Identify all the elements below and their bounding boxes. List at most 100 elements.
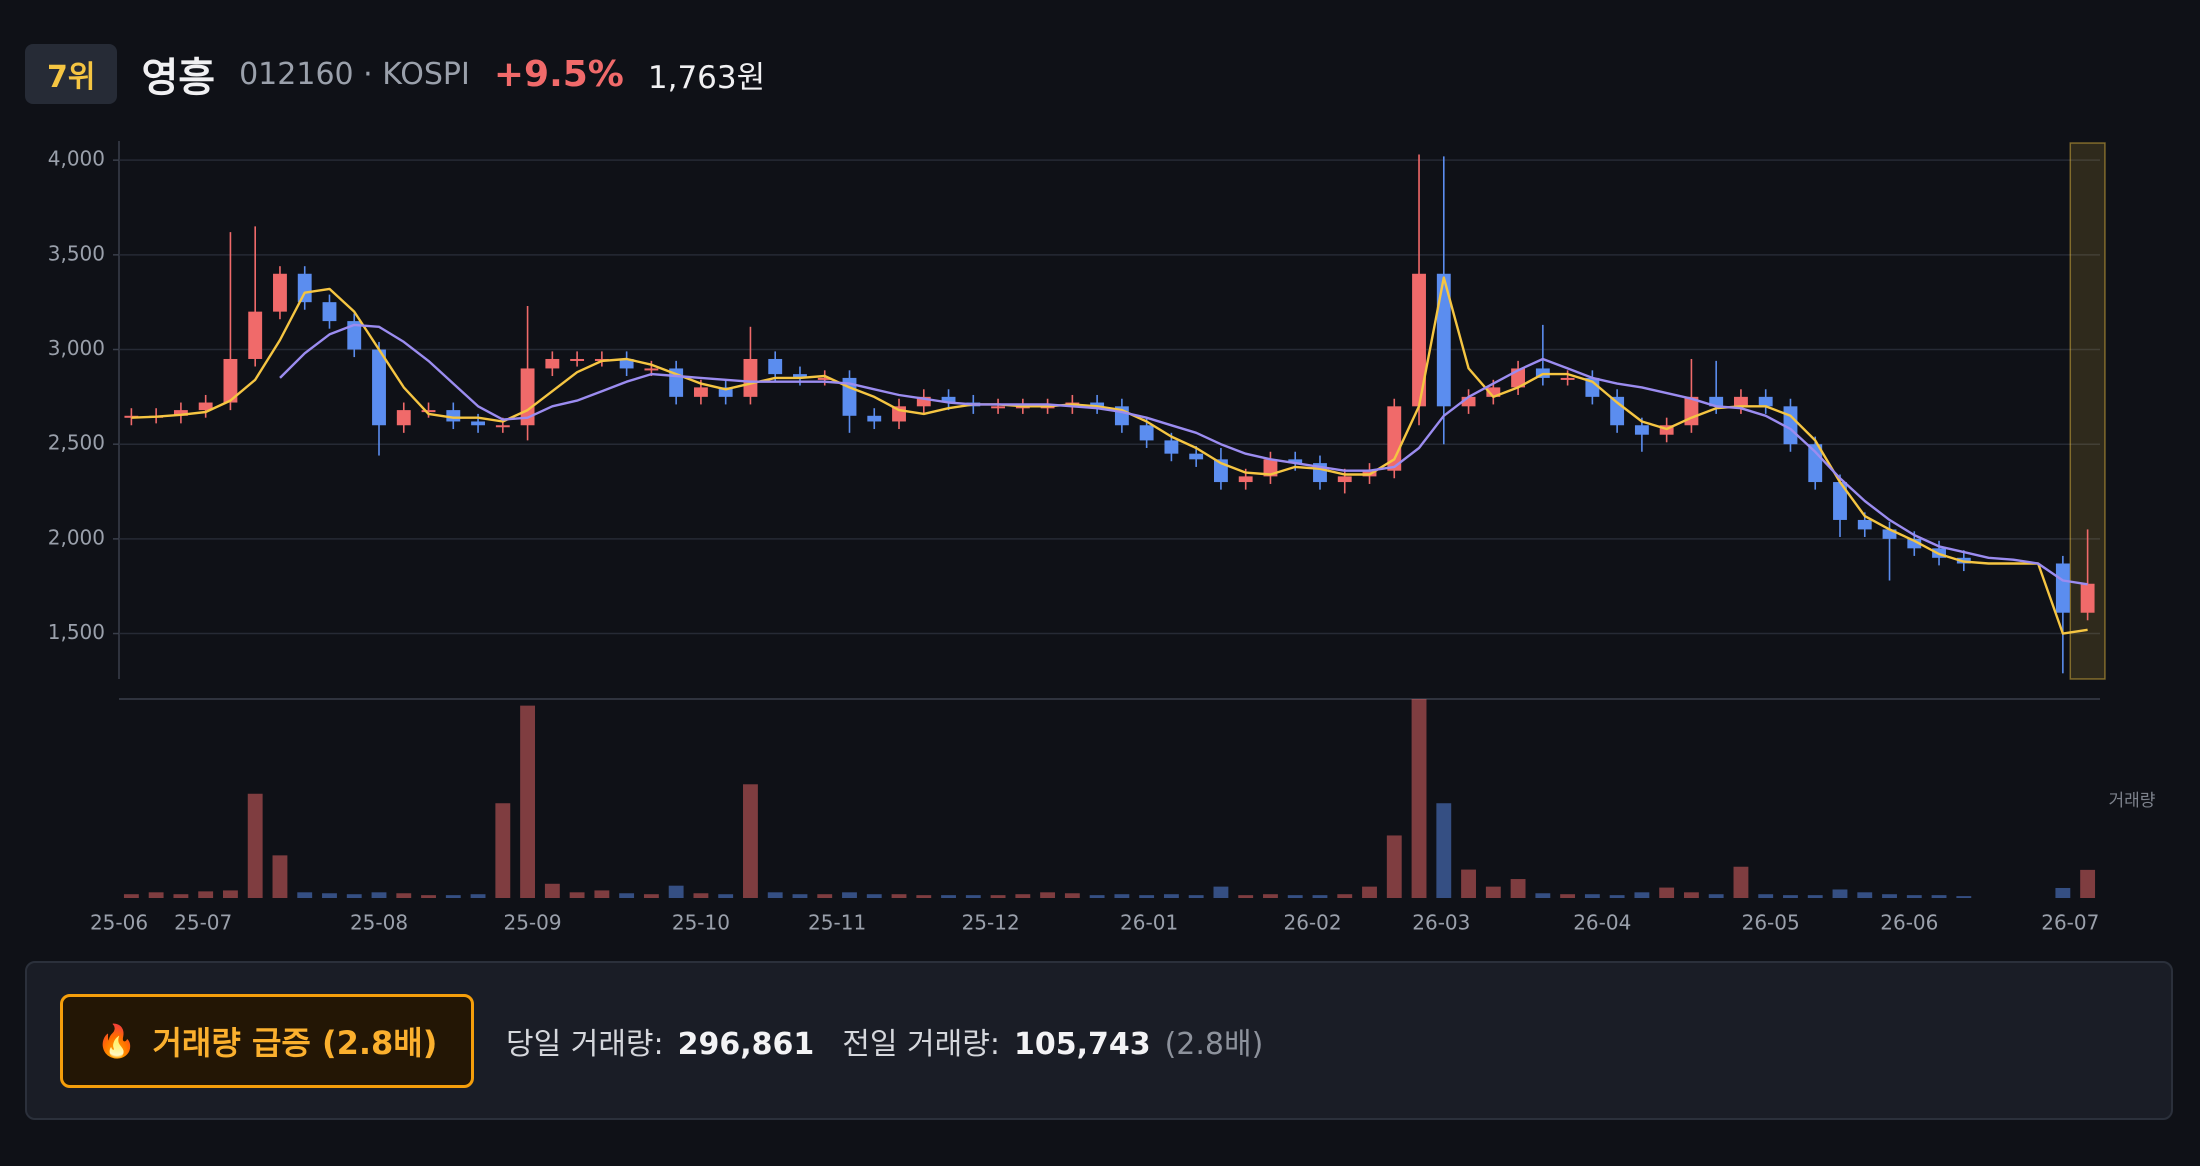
candle-body xyxy=(693,387,708,397)
volume-bar xyxy=(1436,803,1452,898)
x-tick-label: 25-11 xyxy=(808,911,866,935)
candle-body xyxy=(2080,583,2095,613)
volume-bar xyxy=(1461,869,1476,898)
volume-bar xyxy=(173,894,189,898)
volume-bar xyxy=(1485,886,1501,898)
candle-body xyxy=(1734,396,1748,407)
volume-bar xyxy=(1362,886,1377,898)
candle-body xyxy=(372,349,386,426)
candle-body xyxy=(446,410,461,422)
candle-body xyxy=(1857,519,1872,530)
x-tick-label: 26-04 xyxy=(1573,911,1631,935)
volume-bar xyxy=(1386,835,1402,898)
volume-bar xyxy=(1139,895,1155,898)
volume-bar xyxy=(495,803,511,898)
candle-body xyxy=(743,358,758,397)
volume-bar xyxy=(2055,887,2071,898)
volume-bar xyxy=(445,895,461,898)
x-tick-label: 26-05 xyxy=(1742,911,1800,935)
volume-bar xyxy=(272,855,288,898)
candle-body xyxy=(941,396,956,403)
x-tick-label: 26-01 xyxy=(1120,911,1178,935)
volume-bar xyxy=(1213,886,1229,898)
candle-body xyxy=(1337,476,1352,483)
x-tick-label: 26-06 xyxy=(1880,911,1938,935)
volume-bar xyxy=(1411,699,1427,898)
volume-bar xyxy=(223,890,238,898)
candle-body xyxy=(991,406,1006,409)
volume-bar xyxy=(1015,894,1031,898)
moving-average xyxy=(279,323,2088,586)
today-value: 296,861 xyxy=(677,1026,815,1062)
volume-bar xyxy=(1708,894,1724,898)
volume-bar xyxy=(1758,894,1774,898)
volume-bar xyxy=(297,892,313,898)
candle-body xyxy=(421,410,436,413)
candle-body xyxy=(793,374,807,378)
candle-body xyxy=(1436,273,1451,407)
volume-bar xyxy=(371,892,387,898)
change: +9.5% xyxy=(493,53,624,95)
x-tick-label: 26-02 xyxy=(1283,911,1341,935)
y-tick-label: 3,500 xyxy=(48,241,105,265)
candle-body xyxy=(1709,396,1724,407)
x-tick-label: 25-06 xyxy=(90,911,148,935)
volume-bar xyxy=(743,784,758,898)
candle-body xyxy=(1560,377,1575,380)
stats: 당일 거래량: 296,861 전일 거래량: 105,743 (2.8배) xyxy=(506,1019,1263,1063)
price: 1,763원 xyxy=(647,59,766,96)
today-label: 당일 거래량: xyxy=(506,1026,664,1062)
volume-bar xyxy=(643,894,659,898)
volume-bar xyxy=(693,893,709,898)
volume-bar xyxy=(1163,894,1179,898)
candle-body xyxy=(1288,459,1303,464)
candle-body xyxy=(718,387,733,397)
volume-bar xyxy=(1040,892,1056,898)
candle-body xyxy=(471,421,485,426)
volume-bar xyxy=(1931,895,1947,898)
volume-bar xyxy=(891,894,907,898)
x-tick-label: 26-03 xyxy=(1412,911,1470,935)
x-tick-label: 26-07 xyxy=(2041,911,2099,935)
volume-bar xyxy=(1337,894,1353,898)
candle-body xyxy=(916,396,931,407)
volume-bar xyxy=(1560,894,1576,898)
prev-value: 105,743 xyxy=(1013,1026,1151,1062)
candle-body xyxy=(173,410,188,416)
y-tick-label: 1,500 xyxy=(48,620,105,644)
volume-bar xyxy=(619,893,635,898)
candle-body xyxy=(817,377,832,380)
volume-bar xyxy=(1609,895,1625,898)
badge: 🔥 거래량 급증 (2.8배) xyxy=(60,993,474,1088)
volume-bar xyxy=(346,894,362,898)
candle-body xyxy=(1263,459,1278,477)
candle-body xyxy=(1090,402,1105,407)
volume-bar xyxy=(792,894,808,898)
volume-label: 거래량 xyxy=(2109,791,2156,811)
moving-average xyxy=(131,276,2088,635)
volume-bar xyxy=(1584,894,1600,898)
volume-bar xyxy=(2080,869,2096,898)
candle-body xyxy=(1486,387,1501,397)
volume-bar xyxy=(1535,893,1551,898)
volume-bar xyxy=(1089,895,1105,898)
candle-body xyxy=(2055,563,2070,613)
volume-bar xyxy=(594,890,610,898)
candle-body xyxy=(1412,273,1426,407)
candle-body xyxy=(1461,396,1476,407)
candle-body xyxy=(1164,440,1179,454)
candle-body xyxy=(1585,377,1600,397)
candle-body xyxy=(1783,406,1798,445)
candle-body xyxy=(396,410,411,426)
volume-bar xyxy=(1238,895,1254,898)
volume-bar xyxy=(322,893,337,898)
volume-bar xyxy=(990,895,1006,898)
y-tick-label: 3,000 xyxy=(48,336,105,360)
volume-bar xyxy=(396,893,412,898)
volume-bar xyxy=(842,892,857,898)
x-tick-label: 25-08 xyxy=(350,911,408,935)
volume-bar xyxy=(817,894,833,898)
volume-bar xyxy=(569,892,585,898)
volume-bar xyxy=(1783,895,1798,898)
volume-bar xyxy=(1857,892,1873,898)
